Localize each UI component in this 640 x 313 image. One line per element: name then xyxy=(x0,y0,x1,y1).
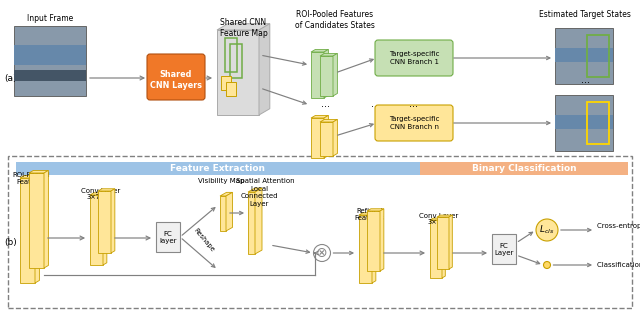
Polygon shape xyxy=(255,188,262,254)
Text: Spatial Attention: Spatial Attention xyxy=(236,178,294,184)
Bar xyxy=(14,26,86,96)
Text: ROI-Pooled
Features: ROI-Pooled Features xyxy=(13,172,51,186)
Polygon shape xyxy=(20,176,40,178)
Bar xyxy=(587,102,609,144)
Polygon shape xyxy=(111,189,115,253)
Text: ···: ··· xyxy=(410,102,419,112)
Polygon shape xyxy=(217,24,270,30)
Text: Visibility Map: Visibility Map xyxy=(198,178,244,184)
Circle shape xyxy=(314,244,330,261)
Polygon shape xyxy=(333,54,337,96)
Text: ···: ··· xyxy=(580,78,589,88)
Text: Reshape: Reshape xyxy=(193,227,216,253)
Polygon shape xyxy=(90,193,107,195)
Text: 3×7×5: 3×7×5 xyxy=(427,219,451,225)
Text: Target-specific
CNN Branch n: Target-specific CNN Branch n xyxy=(388,116,439,130)
Polygon shape xyxy=(226,82,236,96)
Polygon shape xyxy=(367,211,380,271)
Bar xyxy=(420,162,628,175)
Text: Refined
Features: Refined Features xyxy=(355,208,385,222)
Text: (a): (a) xyxy=(4,74,17,83)
Bar xyxy=(555,48,613,62)
Bar xyxy=(16,162,420,175)
Text: ROI-Pooled Features
of Candidates States: ROI-Pooled Features of Candidates States xyxy=(295,10,375,30)
Polygon shape xyxy=(29,173,44,268)
Polygon shape xyxy=(311,52,324,98)
Polygon shape xyxy=(29,171,49,173)
Polygon shape xyxy=(320,54,337,56)
FancyBboxPatch shape xyxy=(375,105,453,141)
Text: Local
Connected
Layer: Local Connected Layer xyxy=(241,186,278,207)
Polygon shape xyxy=(437,215,452,217)
Polygon shape xyxy=(430,220,442,278)
Bar xyxy=(555,115,613,129)
Polygon shape xyxy=(359,215,372,283)
Text: Estimated Target States: Estimated Target States xyxy=(539,10,631,19)
Polygon shape xyxy=(44,171,49,268)
Circle shape xyxy=(536,219,558,241)
Text: FC
layer: FC layer xyxy=(159,230,177,244)
Bar xyxy=(156,222,180,252)
Text: ···: ··· xyxy=(321,102,330,112)
Text: $L_{cls}$: $L_{cls}$ xyxy=(540,224,555,236)
Bar xyxy=(555,28,613,84)
Text: FC
Layer: FC Layer xyxy=(494,243,514,255)
Polygon shape xyxy=(324,49,328,98)
Text: Feature Extraction: Feature Extraction xyxy=(170,164,266,173)
Polygon shape xyxy=(372,213,376,283)
Polygon shape xyxy=(311,49,328,52)
Polygon shape xyxy=(359,213,376,215)
Polygon shape xyxy=(320,120,337,122)
Polygon shape xyxy=(259,24,270,115)
Polygon shape xyxy=(311,115,328,118)
Polygon shape xyxy=(98,189,115,191)
Bar xyxy=(587,35,609,77)
Text: Input Frame: Input Frame xyxy=(27,14,73,23)
Polygon shape xyxy=(226,192,232,231)
Text: Shared CNN
Feature Map: Shared CNN Feature Map xyxy=(220,18,268,38)
Text: Binary Classification: Binary Classification xyxy=(472,164,576,173)
Polygon shape xyxy=(248,188,262,192)
Polygon shape xyxy=(248,192,255,254)
Polygon shape xyxy=(98,191,111,253)
Bar xyxy=(492,234,516,264)
Polygon shape xyxy=(103,193,107,265)
Polygon shape xyxy=(311,118,324,158)
Text: Conv Layer: Conv Layer xyxy=(81,188,120,194)
Bar xyxy=(555,95,613,151)
Text: ···: ··· xyxy=(371,102,380,112)
Polygon shape xyxy=(217,30,259,115)
Polygon shape xyxy=(449,215,452,269)
Polygon shape xyxy=(35,176,40,283)
Text: 3×7×32: 3×7×32 xyxy=(86,194,115,200)
Polygon shape xyxy=(367,209,384,211)
Polygon shape xyxy=(442,218,445,278)
Polygon shape xyxy=(320,122,333,156)
Text: Shared
CNN Layers: Shared CNN Layers xyxy=(150,70,202,90)
Polygon shape xyxy=(220,192,232,196)
Polygon shape xyxy=(333,120,337,156)
Text: Target-specific
CNN Branch 1: Target-specific CNN Branch 1 xyxy=(388,51,439,65)
FancyBboxPatch shape xyxy=(8,156,632,308)
FancyBboxPatch shape xyxy=(147,54,205,100)
Text: ⊗: ⊗ xyxy=(316,246,328,260)
Bar xyxy=(14,45,86,64)
Polygon shape xyxy=(221,76,231,90)
Circle shape xyxy=(543,261,550,269)
Polygon shape xyxy=(20,178,35,283)
Text: Classification Score: Classification Score xyxy=(597,262,640,268)
FancyBboxPatch shape xyxy=(375,40,453,76)
Polygon shape xyxy=(220,196,226,231)
Text: Conv Layer: Conv Layer xyxy=(419,213,459,219)
Bar xyxy=(14,70,86,81)
Polygon shape xyxy=(320,56,333,96)
Polygon shape xyxy=(437,217,449,269)
Text: Cross-entropy Loss: Cross-entropy Loss xyxy=(597,223,640,229)
Polygon shape xyxy=(90,195,103,265)
Text: (b): (b) xyxy=(4,238,17,247)
Polygon shape xyxy=(430,218,445,220)
Polygon shape xyxy=(324,115,328,158)
Polygon shape xyxy=(380,209,384,271)
